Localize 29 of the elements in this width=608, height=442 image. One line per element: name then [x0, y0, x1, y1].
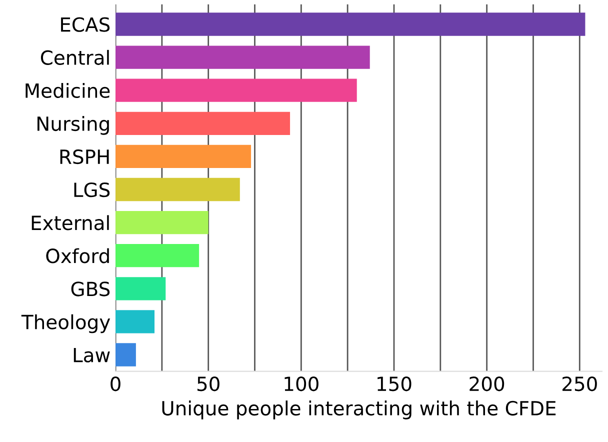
bar [116, 310, 155, 334]
y-tick-label: Medicine [26, 82, 110, 98]
y-tick-label: External [32, 215, 109, 230]
y-tick-label: Nursing [38, 116, 109, 135]
y-tick-label: RSPH [60, 149, 109, 164]
y-tick-label: Oxford [46, 248, 109, 264]
y-tick-label: Theology [21, 314, 110, 334]
bar [116, 112, 290, 135]
y-tick-label: Law [74, 348, 110, 362]
bar [116, 178, 240, 202]
bar [116, 343, 136, 366]
x-axis-title: Unique people interacting with the CFDE [162, 400, 556, 420]
x-tick-label: 50 [197, 376, 220, 392]
bar [116, 144, 252, 168]
x-tick-label: 150 [378, 376, 412, 392]
bar [116, 12, 586, 36]
x-tick-label: 100 [284, 376, 318, 392]
x-tick-label: 250 [562, 376, 597, 392]
x-tick-label: 200 [470, 376, 504, 392]
y-tick-label: Central [40, 50, 109, 65]
bar [116, 210, 208, 234]
bar [116, 46, 370, 69]
bar [116, 277, 166, 300]
y-tick-label: GBS [71, 282, 110, 296]
x-tick-label: 0 [110, 376, 120, 392]
bar [116, 244, 200, 268]
y-tick-label: LGS [74, 182, 110, 198]
bar [116, 78, 357, 102]
y-tick-label: ECAS [61, 17, 110, 32]
